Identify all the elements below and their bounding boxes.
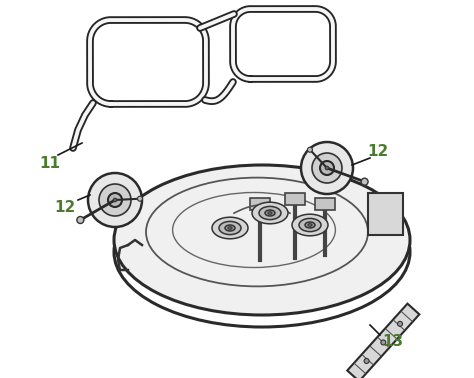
Text: 12: 12 <box>367 144 389 160</box>
Ellipse shape <box>228 227 232 229</box>
Text: 11: 11 <box>39 155 61 170</box>
Ellipse shape <box>398 321 402 326</box>
Ellipse shape <box>77 217 84 223</box>
Ellipse shape <box>312 153 342 183</box>
Ellipse shape <box>364 358 369 364</box>
Ellipse shape <box>113 198 117 202</box>
Ellipse shape <box>99 184 131 216</box>
Bar <box>315 198 335 210</box>
Bar <box>250 198 270 210</box>
Ellipse shape <box>308 224 312 226</box>
Ellipse shape <box>108 193 122 207</box>
Ellipse shape <box>299 218 321 232</box>
Ellipse shape <box>292 214 328 236</box>
Ellipse shape <box>320 161 334 175</box>
Ellipse shape <box>219 222 241 235</box>
Ellipse shape <box>361 178 368 185</box>
Ellipse shape <box>137 196 143 201</box>
Ellipse shape <box>212 217 248 239</box>
Ellipse shape <box>114 165 410 315</box>
Ellipse shape <box>88 173 142 227</box>
Ellipse shape <box>252 202 288 224</box>
Bar <box>285 193 305 205</box>
Ellipse shape <box>308 147 312 152</box>
FancyBboxPatch shape <box>368 193 403 235</box>
Ellipse shape <box>325 166 329 170</box>
Polygon shape <box>347 304 419 378</box>
Ellipse shape <box>265 210 275 216</box>
Ellipse shape <box>268 212 272 214</box>
Text: 13: 13 <box>383 335 403 350</box>
Ellipse shape <box>259 206 281 220</box>
Ellipse shape <box>225 225 235 231</box>
Text: 12: 12 <box>55 200 76 214</box>
Ellipse shape <box>381 340 386 345</box>
Ellipse shape <box>301 142 353 194</box>
Ellipse shape <box>305 222 315 228</box>
